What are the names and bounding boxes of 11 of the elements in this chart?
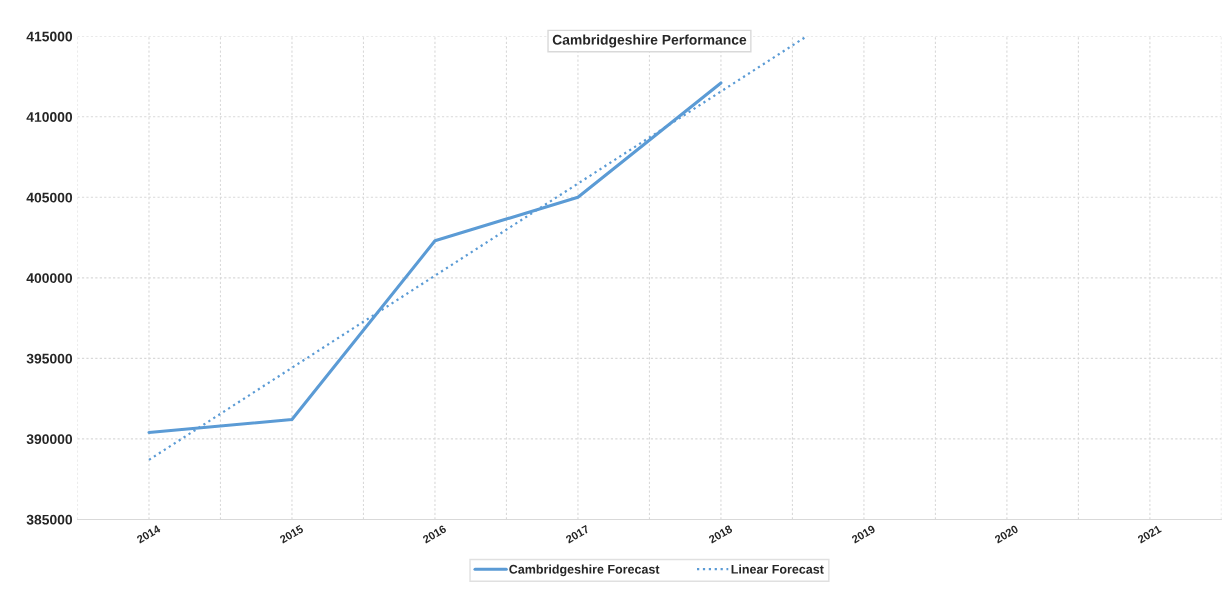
y-tick-label: 415000 bbox=[26, 31, 73, 42]
y-tick-label: 390000 bbox=[26, 434, 73, 445]
y-tick-label: 400000 bbox=[26, 273, 73, 284]
legend-label: Linear Forecast bbox=[731, 564, 824, 574]
x-tick-label: 2021 bbox=[1137, 524, 1162, 544]
y-tick-label: 405000 bbox=[26, 192, 73, 203]
y-tick-label: 385000 bbox=[26, 514, 73, 525]
legend-label: Cambridgeshire Forecast bbox=[509, 564, 660, 577]
chart-title: Cambridgeshire Performance bbox=[552, 34, 747, 48]
y-tick-label: 395000 bbox=[26, 353, 73, 364]
y-tick-label: 410000 bbox=[26, 112, 73, 122]
